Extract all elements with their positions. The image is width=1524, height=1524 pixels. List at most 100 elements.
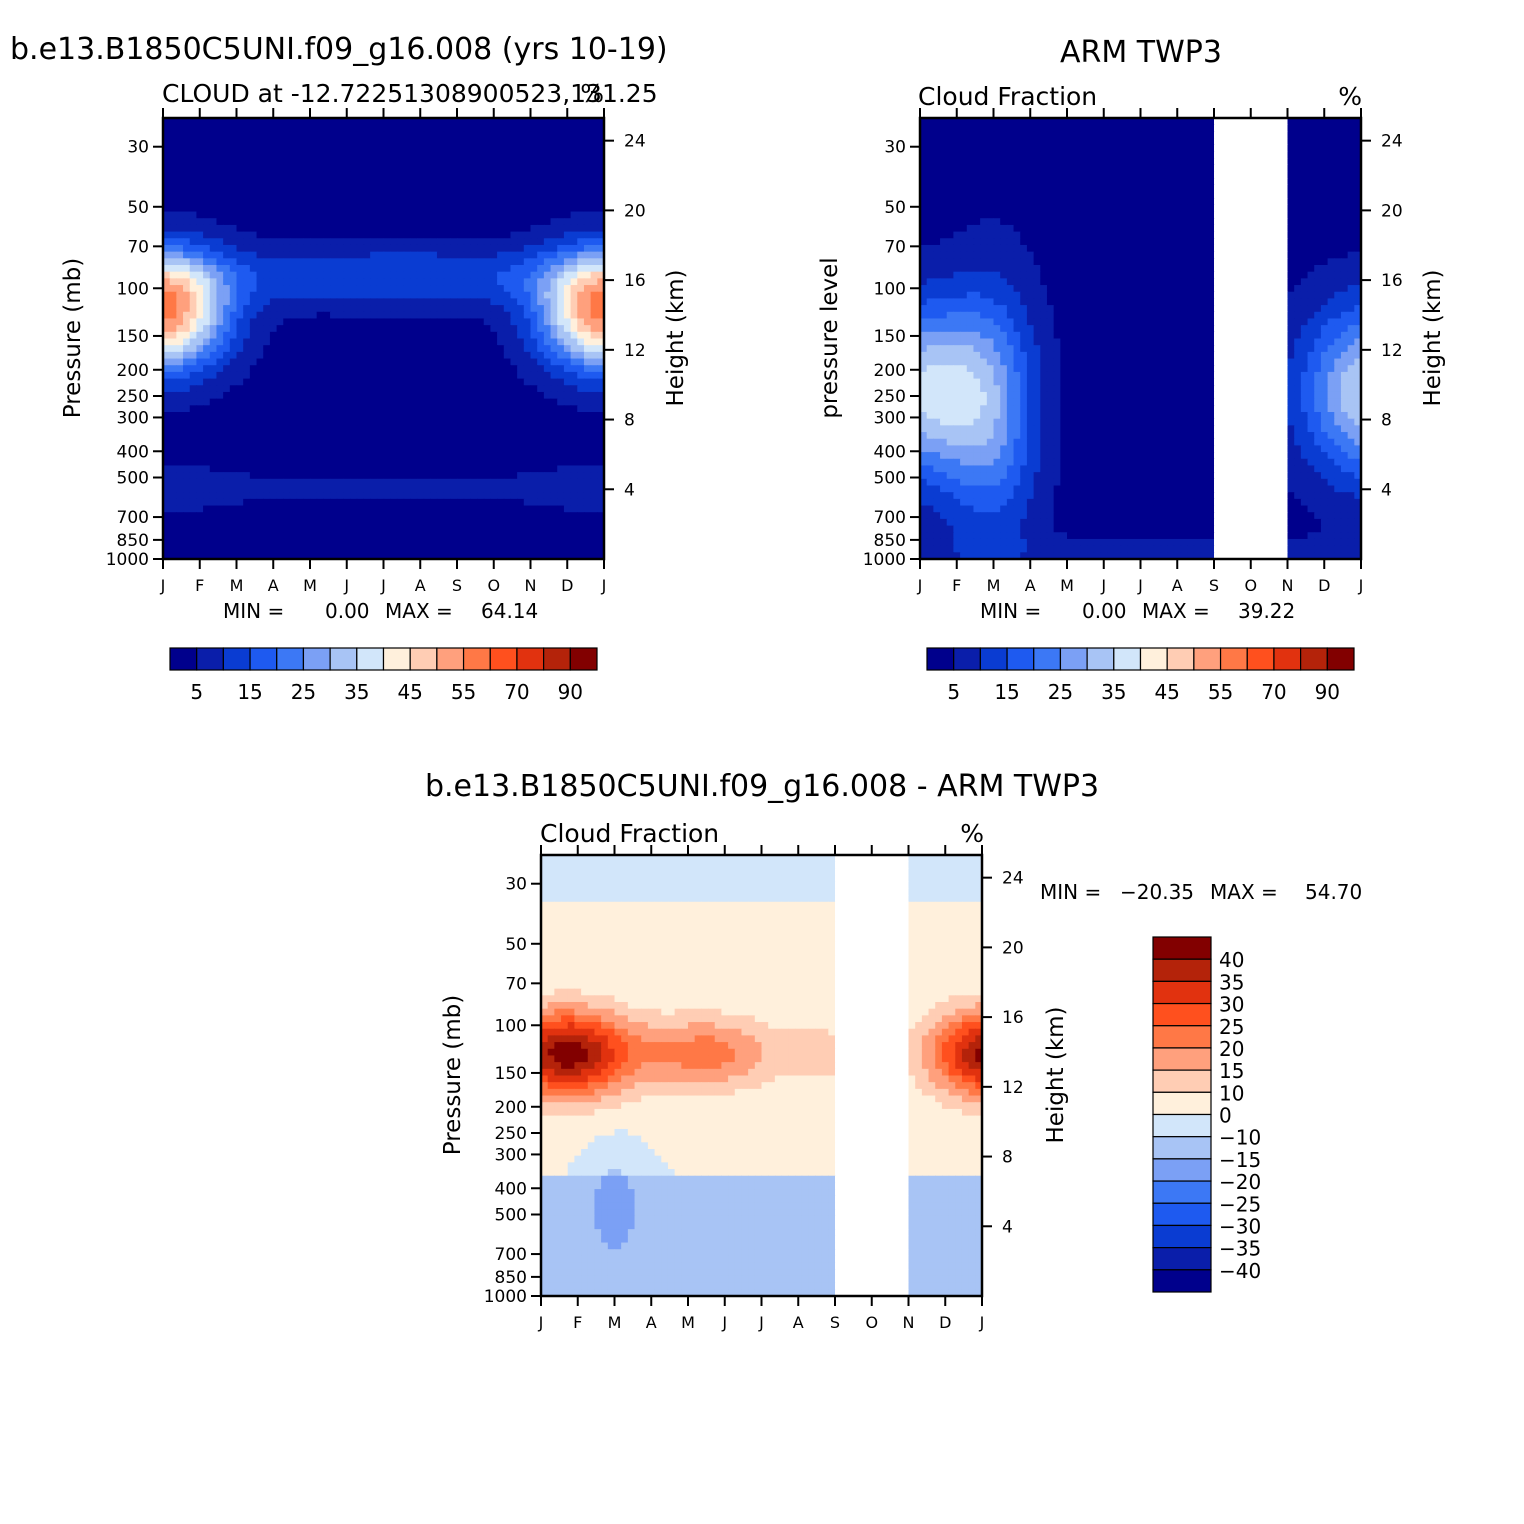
heatmap-cell	[196, 532, 204, 540]
heatmap-cell	[583, 472, 592, 480]
heatmap-cell	[390, 438, 398, 447]
heatmap-cell	[463, 224, 471, 233]
heatmap-cell	[443, 191, 451, 199]
heatmap-cell	[403, 472, 411, 480]
heatmap-cell	[583, 432, 592, 440]
heatmap-cell	[470, 345, 478, 353]
heatmap-cell	[490, 278, 498, 286]
heatmap-cell	[590, 258, 598, 266]
heatmap-cell	[343, 198, 351, 206]
heatmap-cell	[336, 398, 345, 406]
heatmap-cell	[590, 538, 598, 547]
heatmap-cell	[343, 452, 351, 460]
heatmap-cell	[517, 291, 525, 300]
heatmap-cell	[296, 425, 304, 433]
heatmap-cell	[243, 118, 251, 126]
heatmap-cell	[1120, 131, 1128, 139]
heatmap-cell	[243, 465, 251, 473]
heatmap-cell	[236, 512, 244, 520]
heatmap-cell	[303, 158, 311, 166]
heatmap-cell	[510, 138, 518, 146]
heatmap-cell	[310, 271, 318, 279]
heatmap-cell	[416, 184, 425, 193]
heatmap-cell	[563, 498, 572, 507]
heatmap-cell	[350, 191, 358, 199]
heatmap-cell	[443, 138, 451, 146]
heatmap-cell	[289, 412, 298, 420]
heatmap-cell	[497, 552, 505, 560]
heatmap-cell	[583, 238, 592, 246]
heatmap-cell	[510, 412, 518, 420]
heatmap-cell	[203, 398, 211, 406]
heatmap-cell	[363, 238, 371, 246]
heatmap-cell	[517, 184, 525, 193]
heatmap-cell	[283, 244, 291, 253]
heatmap-cell	[236, 184, 244, 193]
heatmap-cell	[1320, 158, 1329, 166]
heatmap-cell	[376, 512, 385, 520]
heatmap-cell	[1133, 131, 1142, 139]
heatmap-cell	[330, 465, 338, 473]
heatmap-cell	[483, 151, 492, 159]
heatmap-cell	[363, 432, 371, 440]
heatmap-cell	[303, 238, 311, 246]
heatmap-cell	[590, 418, 598, 426]
heatmap-cell	[169, 278, 177, 286]
heatmap-cell	[1107, 138, 1115, 146]
heatmap-cell	[276, 465, 284, 473]
heatmap-cell	[590, 151, 598, 159]
heatmap-cell	[336, 385, 345, 393]
heatmap-cell	[470, 385, 478, 393]
heatmap-cell	[523, 518, 532, 527]
heatmap-cell	[523, 478, 532, 487]
heatmap-cell	[497, 371, 505, 380]
heatmap-cell	[1153, 138, 1162, 146]
heatmap-cell	[163, 465, 171, 473]
heatmap-cell	[243, 224, 251, 233]
heatmap-cell	[490, 538, 498, 547]
heatmap-cell	[310, 405, 318, 413]
heatmap-cell	[497, 465, 505, 473]
heatmap-cell	[430, 291, 438, 300]
heatmap-cell	[457, 391, 465, 400]
heatmap-cell	[423, 445, 431, 453]
heatmap-cell	[289, 345, 298, 353]
heatmap-cell	[497, 331, 505, 340]
heatmap-cell	[450, 244, 458, 253]
heatmap-cell	[597, 331, 605, 340]
heatmap-cell	[490, 345, 498, 353]
heatmap-cell	[176, 538, 184, 547]
heatmap-cell	[1307, 164, 1315, 173]
heatmap-cell	[323, 358, 331, 366]
panel-model: b.e13.B1850C5UNI.f09_g16.008 (yrs 10-19)…	[10, 32, 689, 704]
heatmap-cell	[176, 164, 184, 173]
heatmap-cell	[243, 371, 251, 380]
heatmap-cell	[183, 178, 191, 186]
heatmap-cell	[517, 485, 525, 493]
heatmap-cell	[189, 178, 198, 186]
heatmap-cell	[390, 171, 398, 179]
heatmap-cell	[517, 178, 525, 186]
heatmap-cell	[163, 472, 171, 480]
heatmap-cell	[543, 518, 552, 527]
heatmap-cell	[243, 265, 251, 273]
panel-model-colorbar: 5 15 25 35 45 55 70 90	[169, 647, 598, 704]
heatmap-cell	[269, 478, 278, 487]
panel-model-min-label: MIN =	[223, 599, 284, 623]
heatmap-cell	[1160, 138, 1168, 146]
heatmap-cell	[163, 131, 171, 139]
heatmap-cell	[523, 351, 532, 360]
heatmap-cell	[530, 251, 538, 259]
heatmap-cell	[169, 291, 177, 300]
heatmap-cell	[350, 291, 358, 300]
heatmap-cell	[483, 311, 492, 320]
heatmap-cell	[477, 258, 485, 266]
heatmap-cell	[416, 171, 425, 179]
heatmap-cell	[169, 378, 177, 386]
heatmap-cell	[216, 438, 224, 447]
heatmap-cell	[343, 545, 351, 553]
heatmap-cell	[570, 251, 578, 259]
heatmap-cell	[330, 532, 338, 540]
heatmap-cell	[390, 532, 398, 540]
heatmap-cell	[570, 184, 578, 193]
